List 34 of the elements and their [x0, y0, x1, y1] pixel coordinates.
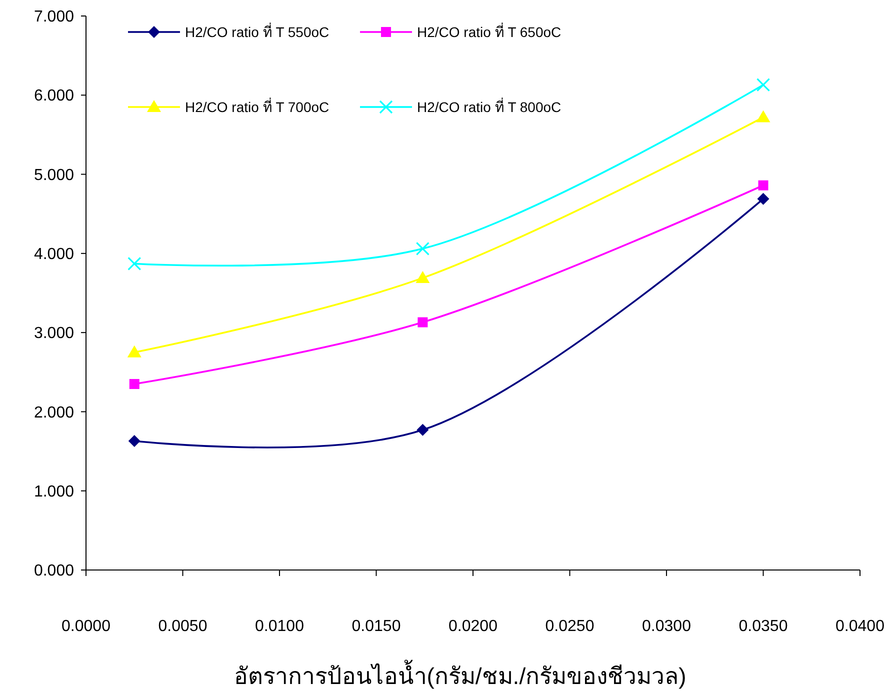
legend-label: H2/CO ratio ที่ T 800oC	[417, 98, 562, 115]
point	[129, 379, 140, 390]
y-tick-label: 2.000	[34, 404, 74, 422]
y-tick-label: 7.000	[34, 8, 74, 26]
x-tick-label: 0.0350	[738, 618, 788, 635]
x-tick-label: 0.0250	[545, 618, 594, 635]
x-tick-label: 0.0050	[158, 618, 208, 635]
x-axis-title: อัตราการป้อนไอน้ำ(กรัม/ชม./กรัมของชีวมวล)	[234, 660, 686, 689]
x-tick-label: 0.0200	[448, 618, 498, 635]
x-tick-label: 0.0100	[255, 618, 304, 635]
legend-label: H2/CO ratio ที่ T 650oC	[417, 22, 562, 40]
x-tick-label: 0.0400	[836, 618, 885, 635]
legend-label: H2/CO ratio ที่ T 700oC	[185, 98, 330, 115]
y-tick-label: 4.000	[34, 246, 74, 264]
point	[756, 110, 770, 122]
point	[128, 256, 142, 271]
point	[418, 317, 428, 328]
x-tick-label: 0.0150	[352, 618, 401, 635]
point	[416, 270, 430, 283]
y-tick-label: 1.000	[34, 483, 74, 500]
point	[416, 424, 429, 436]
point	[756, 78, 770, 92]
point	[757, 192, 770, 205]
x-tick-label: 0.0000	[62, 618, 111, 635]
point	[416, 242, 430, 256]
y-tick-label: 6.000	[34, 88, 74, 105]
point	[127, 345, 142, 358]
y-tick-label: 0.000	[34, 562, 74, 580]
x-tick-label: 0.0300	[642, 618, 692, 635]
y-tick-label: 3.000	[34, 325, 74, 342]
y-tick-label: 5.000	[34, 166, 74, 184]
legend-label: H2/CO ratio ที่ T 550oC	[185, 22, 330, 40]
point	[128, 434, 140, 447]
point	[758, 180, 768, 190]
